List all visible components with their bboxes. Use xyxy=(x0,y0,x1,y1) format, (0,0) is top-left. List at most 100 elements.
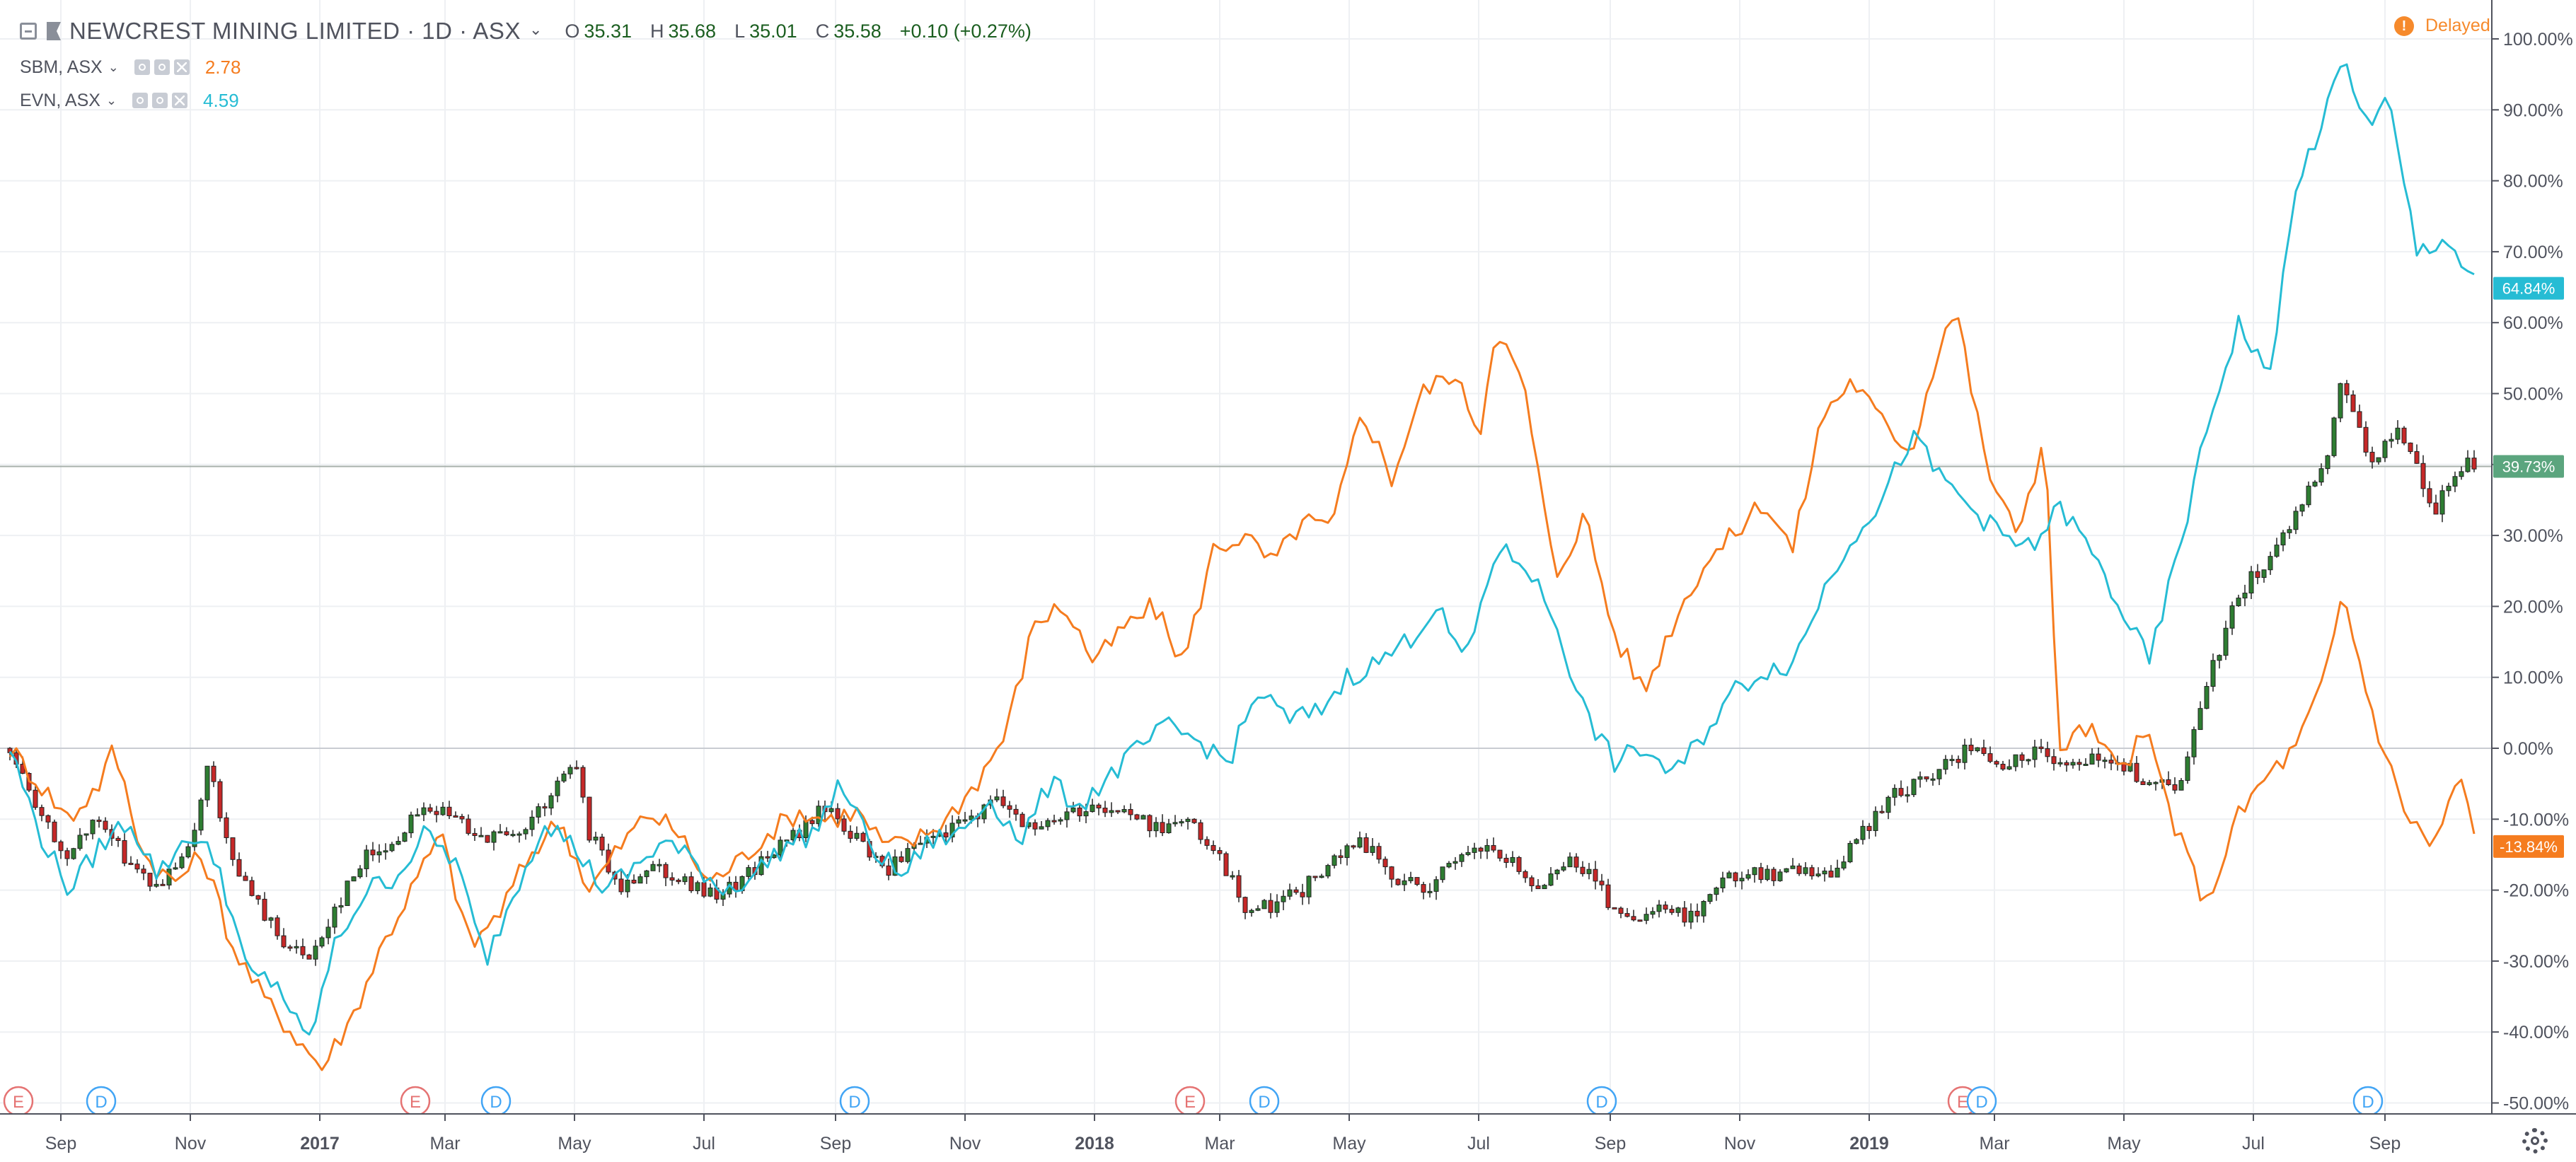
candle[interactable] xyxy=(96,816,102,828)
candle[interactable] xyxy=(1694,903,1700,923)
candle[interactable] xyxy=(268,917,274,929)
candle[interactable] xyxy=(1230,871,1235,880)
candle[interactable] xyxy=(1675,907,1681,917)
candle[interactable] xyxy=(962,812,968,824)
candle[interactable] xyxy=(1433,876,1439,900)
candle[interactable] xyxy=(2363,421,2369,457)
candle[interactable] xyxy=(1102,801,1108,818)
candle[interactable] xyxy=(2108,752,2114,771)
candle[interactable] xyxy=(2172,777,2178,794)
candle[interactable] xyxy=(408,811,414,838)
candle[interactable] xyxy=(173,862,178,870)
candle[interactable] xyxy=(1325,864,1331,879)
candle[interactable] xyxy=(1612,907,1617,910)
candle[interactable] xyxy=(1803,862,1808,876)
candle[interactable] xyxy=(478,827,484,837)
candle[interactable] xyxy=(204,765,210,807)
candle[interactable] xyxy=(198,797,204,835)
candle[interactable] xyxy=(816,800,821,827)
candle[interactable] xyxy=(1421,881,1426,900)
candle[interactable] xyxy=(2280,530,2286,552)
candle[interactable] xyxy=(2006,759,2012,770)
candle[interactable] xyxy=(281,928,287,948)
candle[interactable] xyxy=(1637,919,1643,922)
candle[interactable] xyxy=(2369,446,2375,469)
candle[interactable] xyxy=(33,786,38,811)
candle[interactable] xyxy=(1357,831,1363,849)
candle[interactable] xyxy=(657,859,662,873)
candle[interactable] xyxy=(733,876,739,898)
candle[interactable] xyxy=(1013,804,1019,821)
candle[interactable] xyxy=(1281,890,1286,910)
candle[interactable] xyxy=(1841,855,1847,871)
candle[interactable] xyxy=(2325,454,2330,475)
candle[interactable] xyxy=(77,827,83,851)
candle[interactable] xyxy=(1172,815,1178,827)
candle[interactable] xyxy=(2439,484,2445,523)
candle[interactable] xyxy=(905,842,911,864)
candle[interactable] xyxy=(1975,747,1980,753)
candle[interactable] xyxy=(2350,390,2356,412)
main-symbol-title[interactable]: NEWCREST MINING LIMITED · 1D · ASX xyxy=(69,18,521,44)
close-icon[interactable] xyxy=(172,93,188,108)
candle[interactable] xyxy=(1306,875,1312,905)
candle[interactable] xyxy=(1064,808,1070,828)
candle[interactable] xyxy=(1682,901,1687,927)
candle[interactable] xyxy=(52,819,57,843)
candle[interactable] xyxy=(663,862,669,886)
candle[interactable] xyxy=(1745,869,1751,881)
candle[interactable] xyxy=(2427,481,2432,508)
candle[interactable] xyxy=(357,865,363,879)
candle[interactable] xyxy=(1873,806,1878,837)
candle[interactable] xyxy=(2408,442,2413,454)
candle[interactable] xyxy=(1344,843,1350,866)
candle[interactable] xyxy=(2287,525,2292,539)
candle[interactable] xyxy=(2178,778,2184,791)
candle[interactable] xyxy=(2299,504,2305,516)
candle[interactable] xyxy=(383,843,388,860)
candle[interactable] xyxy=(574,760,579,770)
candle[interactable] xyxy=(1943,755,1948,774)
series-line-evn[interactable] xyxy=(8,63,2475,1036)
candle[interactable] xyxy=(2261,569,2267,583)
candle[interactable] xyxy=(1376,842,1382,864)
candle[interactable] xyxy=(1242,896,1248,919)
candle[interactable] xyxy=(1166,818,1172,834)
series-layer[interactable] xyxy=(7,63,2477,1071)
candle[interactable] xyxy=(1293,886,1299,895)
candle[interactable] xyxy=(1389,866,1394,888)
candle[interactable] xyxy=(262,892,267,922)
candle[interactable] xyxy=(1733,871,1738,888)
candle[interactable] xyxy=(2338,383,2343,422)
candle[interactable] xyxy=(1287,883,1293,900)
candle[interactable] xyxy=(1427,883,1433,898)
candle[interactable] xyxy=(1548,867,1554,887)
settings-icon[interactable] xyxy=(152,93,168,108)
candle[interactable] xyxy=(2223,620,2229,661)
candle[interactable] xyxy=(1147,814,1153,837)
candle[interactable] xyxy=(2414,444,2420,464)
candle[interactable] xyxy=(580,765,586,803)
candle[interactable] xyxy=(1478,847,1484,859)
candle[interactable] xyxy=(2000,760,2006,771)
candle[interactable] xyxy=(1885,795,1891,820)
candle[interactable] xyxy=(1382,856,1388,875)
candle[interactable] xyxy=(644,869,649,884)
candle[interactable] xyxy=(1191,818,1197,825)
candle[interactable] xyxy=(1726,871,1732,878)
main-series-legend[interactable]: NEWCREST MINING LIMITED · 1D · ASX ⌄ O 3… xyxy=(20,14,1032,48)
candle[interactable] xyxy=(2274,538,2280,558)
candle[interactable] xyxy=(103,817,108,833)
candle[interactable] xyxy=(2344,380,2350,403)
earnings-marker[interactable]: E xyxy=(1174,1086,1206,1117)
candle[interactable] xyxy=(1911,778,1917,797)
candle[interactable] xyxy=(1446,861,1452,868)
candle[interactable] xyxy=(1593,861,1598,890)
candle[interactable] xyxy=(593,832,599,844)
candle[interactable] xyxy=(1140,814,1146,820)
candle[interactable] xyxy=(427,803,433,814)
candle[interactable] xyxy=(1618,906,1624,919)
candle[interactable] xyxy=(1312,876,1318,881)
chevron-down-icon[interactable]: ⌄ xyxy=(105,93,117,108)
close-icon[interactable] xyxy=(173,59,190,75)
